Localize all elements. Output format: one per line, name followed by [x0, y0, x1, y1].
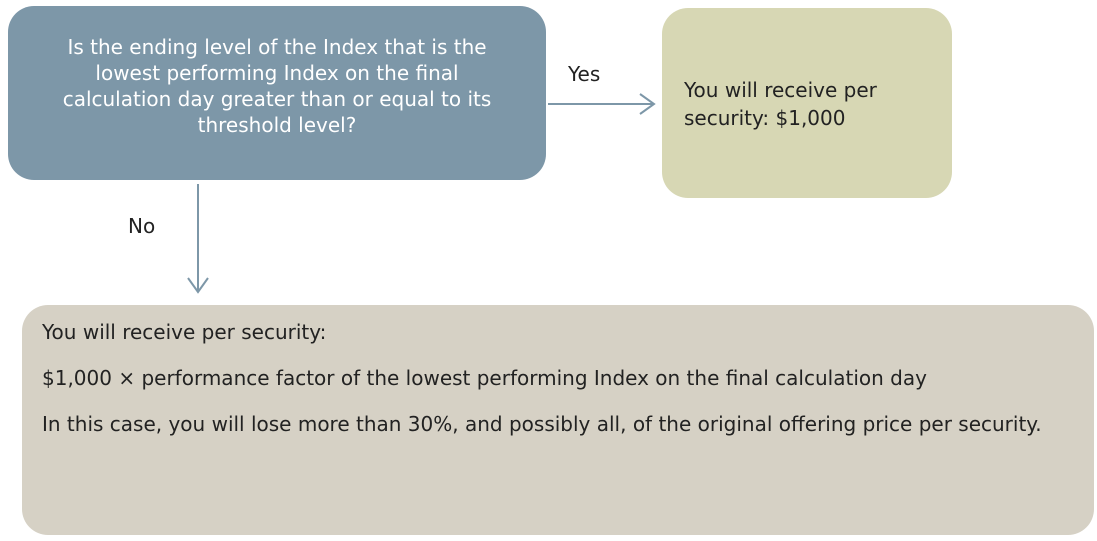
edge-label: Yes [568, 62, 601, 86]
arrowhead [639, 93, 656, 115]
no-box: You will receive per security: $1,000 × … [22, 305, 1094, 535]
yes-box: You will receive per security: $1,000 [662, 8, 952, 198]
no-line: $1,000 × performance factor of the lowes… [42, 366, 927, 390]
arrowhead [187, 277, 209, 294]
edge-label: No [128, 214, 156, 238]
no-line: In this case, you will lose more than 30… [42, 412, 1042, 436]
no-line: You will receive per security: [42, 320, 327, 344]
question-box: Is the ending level of the Index that is… [8, 6, 546, 180]
